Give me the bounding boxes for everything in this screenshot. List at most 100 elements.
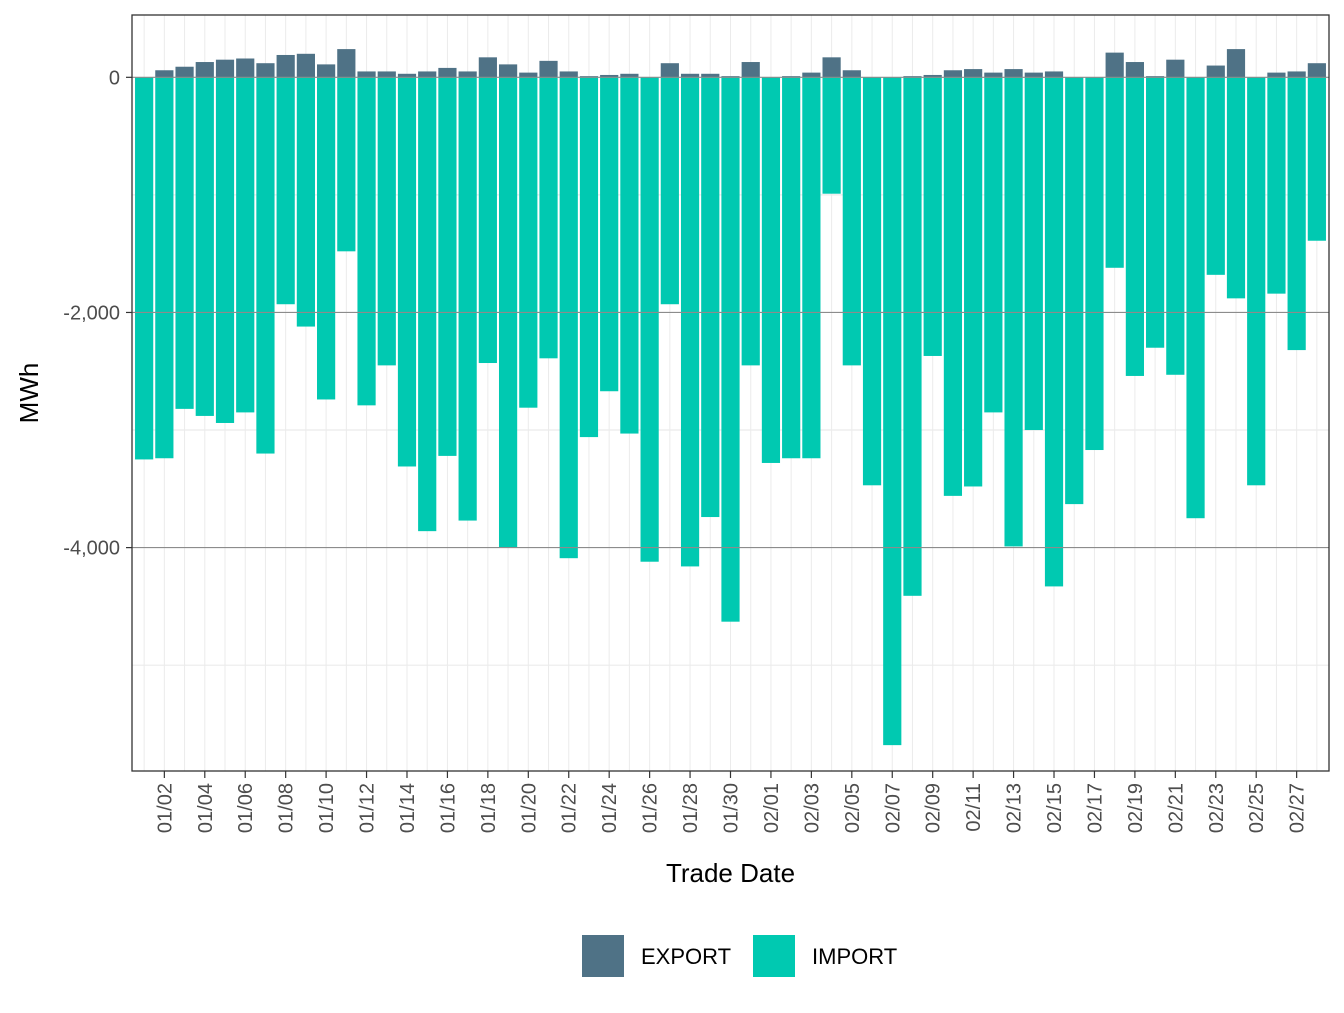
bar-export [802, 72, 821, 78]
x-tick-label: 01/06 [235, 783, 257, 833]
x-tick-label: 01/28 [680, 783, 702, 833]
bar-import [458, 77, 477, 521]
x-tick-label: 01/30 [721, 783, 743, 833]
x-tick-label: 01/24 [599, 783, 621, 833]
bar-export [155, 70, 174, 78]
bar-import [600, 77, 619, 392]
bar-export [1267, 72, 1286, 78]
bar-import [438, 77, 457, 456]
bar-export [215, 59, 235, 78]
bar-import [195, 77, 214, 416]
bar-export [175, 66, 194, 78]
bar-import [620, 77, 639, 434]
bar-export [782, 76, 801, 78]
bar-import [943, 77, 963, 496]
bar-import [1307, 77, 1326, 241]
bar-export [984, 72, 1003, 78]
bar-export [458, 71, 477, 78]
bar-import [579, 77, 599, 438]
bar-export [438, 67, 457, 78]
bar-import [539, 77, 558, 359]
bar-import [317, 77, 336, 400]
bar-import [640, 77, 659, 562]
bar-export [1004, 69, 1023, 78]
bar-import [984, 77, 1003, 413]
x-axis: 01/02 01/04 01/06 01/08 01/10 01/12 01/14 01/16… [154, 771, 1309, 833]
x-axis-title: Trade Date [666, 858, 795, 888]
bar-export [741, 62, 760, 78]
bar-export [1226, 49, 1246, 78]
bar-export [579, 76, 599, 78]
bar-export [418, 71, 437, 78]
bar-import [418, 77, 437, 532]
bar-import [1267, 77, 1286, 294]
bar-import [175, 77, 194, 409]
x-tick-label: 02/01 [761, 783, 783, 833]
bar-import [1004, 77, 1023, 547]
x-tick-label: 01/14 [397, 783, 419, 833]
bar-export [236, 58, 255, 78]
bar-import [1024, 77, 1043, 431]
bar-import [519, 77, 538, 408]
bar-export [660, 63, 679, 78]
bar-export [357, 71, 376, 78]
x-tick-label: 02/27 [1287, 783, 1309, 833]
x-tick-label: 02/09 [923, 783, 945, 833]
bar-export [276, 54, 295, 78]
bar-import [862, 77, 882, 486]
bar-import [1247, 77, 1266, 486]
bar-import [397, 77, 417, 467]
bar-export [195, 62, 214, 78]
bar-import [802, 77, 821, 459]
y-tick-label: -4,000 [63, 538, 120, 560]
bar-import [721, 77, 740, 622]
legend-label-export: EXPORT [641, 944, 731, 969]
bar-export [1146, 76, 1165, 78]
x-tick-label: 01/10 [316, 783, 338, 833]
bar-import [337, 77, 356, 252]
x-tick-label: 01/02 [154, 783, 176, 833]
bar-export [701, 73, 720, 78]
bar-export [964, 69, 983, 78]
x-tick-label: 01/12 [357, 783, 379, 833]
bar-import [377, 77, 396, 366]
bar-export [903, 76, 922, 78]
bar-export [296, 53, 315, 78]
bar-import [842, 77, 861, 366]
bar-import [1166, 77, 1185, 375]
x-tick-label: 02/05 [842, 783, 864, 833]
x-tick-label: 01/26 [640, 783, 662, 833]
bar-import [1287, 77, 1306, 351]
bar-export [1307, 63, 1326, 78]
bar-export [620, 73, 639, 78]
bar-import [761, 77, 781, 463]
bar-import [903, 77, 922, 596]
y-tick-label: -2,000 [63, 302, 120, 324]
bar-import [1065, 77, 1084, 505]
x-tick-label: 02/07 [882, 783, 904, 833]
bar-import [883, 77, 902, 746]
bar-import [1186, 77, 1205, 519]
bar-import [1105, 77, 1124, 268]
x-tick-label: 02/15 [1044, 783, 1066, 833]
bar-import [923, 77, 942, 356]
legend: EXPORT IMPORT [582, 935, 897, 977]
bar-import [660, 77, 679, 305]
bar-export [1024, 72, 1043, 78]
y-axis: 0 -2,000 -4,000 [63, 67, 132, 560]
x-tick-label: 02/11 [963, 783, 985, 832]
bar-export [822, 57, 841, 78]
bar-export [1206, 65, 1225, 78]
bar-import [964, 77, 983, 487]
x-tick-label: 02/21 [1165, 783, 1187, 833]
bar-import [215, 77, 235, 423]
bar-import [357, 77, 376, 406]
bar-export [943, 70, 963, 78]
bar-export [539, 60, 558, 78]
bar-export [478, 57, 497, 78]
x-tick-label: 01/20 [518, 783, 540, 833]
bar-import [701, 77, 720, 518]
bar-import [236, 77, 255, 413]
